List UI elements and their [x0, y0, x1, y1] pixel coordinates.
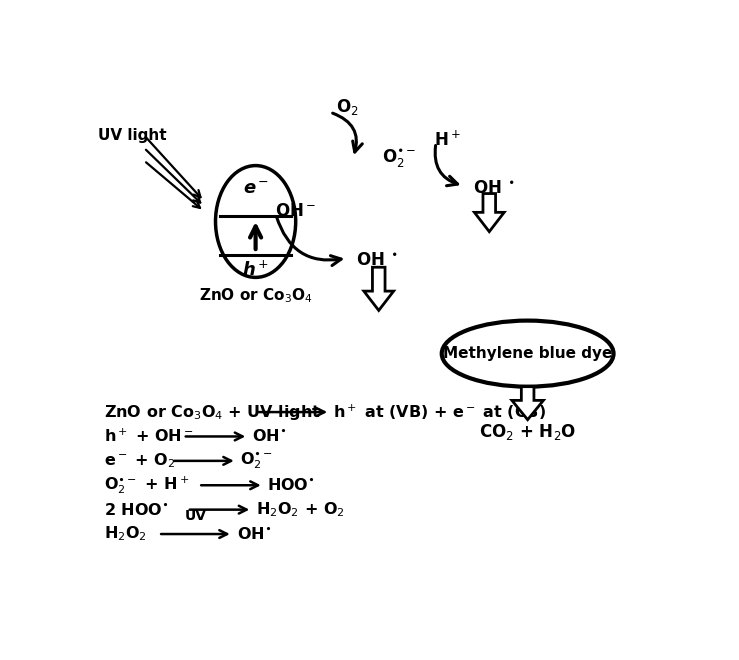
Text: H$_2$O$_2$: H$_2$O$_2$	[103, 525, 146, 543]
Text: O$_2$: O$_2$	[336, 97, 358, 117]
Text: CO$_2$ + H$_2$O: CO$_2$ + H$_2$O	[479, 422, 576, 442]
Text: H$^+$: H$^+$	[434, 131, 461, 150]
Text: 2 HOO$^{\bullet}$: 2 HOO$^{\bullet}$	[103, 502, 168, 517]
Text: OH$^-$: OH$^-$	[275, 203, 316, 220]
FancyArrow shape	[512, 387, 543, 420]
Text: e$^-$ + O$_2$: e$^-$ + O$_2$	[103, 451, 175, 470]
Text: ZnO or Co$_3$O$_4$: ZnO or Co$_3$O$_4$	[199, 286, 313, 304]
Text: OH $^{\bullet}$: OH $^{\bullet}$	[473, 180, 514, 197]
Text: UV light: UV light	[98, 127, 167, 143]
Text: OH $^{\bullet}$: OH $^{\bullet}$	[356, 251, 398, 269]
Text: h$^+$: h$^+$	[242, 260, 269, 279]
FancyArrow shape	[474, 193, 504, 232]
FancyArrow shape	[364, 267, 394, 310]
Text: h$^+$ at (VB) + e$^-$ at (CB): h$^+$ at (VB) + e$^-$ at (CB)	[333, 403, 546, 422]
Text: HOO$^{\bullet}$: HOO$^{\bullet}$	[267, 477, 315, 493]
Text: Methylene blue dye: Methylene blue dye	[443, 346, 613, 361]
Text: OH$^{\bullet}$: OH$^{\bullet}$	[236, 526, 271, 542]
Text: O$_2^{\bullet-}$ + H$^+$: O$_2^{\bullet-}$ + H$^+$	[103, 475, 189, 496]
Text: e$^-$: e$^-$	[242, 180, 269, 197]
Text: ZnO or Co$_3$O$_4$ + UV light: ZnO or Co$_3$O$_4$ + UV light	[103, 403, 321, 422]
Text: h$^+$ + OH$^-$: h$^+$ + OH$^-$	[103, 428, 194, 445]
Text: H$_2$O$_2$ + O$_2$: H$_2$O$_2$ + O$_2$	[256, 500, 344, 519]
Text: UV: UV	[185, 509, 206, 523]
Text: O$_2^{\bullet-}$: O$_2^{\bullet-}$	[381, 147, 416, 169]
Text: O$_2^{\bullet-}$: O$_2^{\bullet-}$	[240, 451, 273, 471]
Text: OH$^{\bullet}$: OH$^{\bullet}$	[251, 428, 286, 444]
